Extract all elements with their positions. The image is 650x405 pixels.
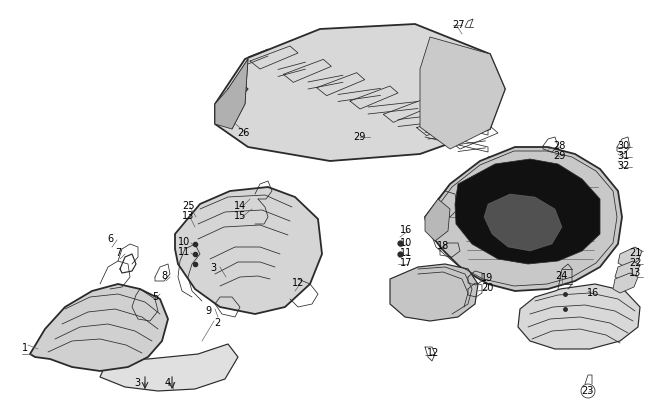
Text: 3: 3 xyxy=(210,262,216,272)
Text: 13: 13 xyxy=(629,267,642,277)
Polygon shape xyxy=(613,273,638,293)
Text: 2: 2 xyxy=(214,317,220,327)
Polygon shape xyxy=(518,284,640,349)
Polygon shape xyxy=(618,247,642,267)
Polygon shape xyxy=(215,60,248,130)
Text: 32: 32 xyxy=(617,161,629,171)
Polygon shape xyxy=(30,284,168,371)
Text: 13: 13 xyxy=(182,211,194,220)
Text: 3: 3 xyxy=(134,377,140,387)
Text: 15: 15 xyxy=(234,211,246,220)
Text: 4: 4 xyxy=(165,377,171,387)
Text: 8: 8 xyxy=(161,270,167,280)
Polygon shape xyxy=(420,38,505,149)
Text: 21: 21 xyxy=(629,247,642,257)
Polygon shape xyxy=(455,160,600,264)
Text: 11: 11 xyxy=(400,247,412,257)
Text: 25: 25 xyxy=(182,200,194,211)
Polygon shape xyxy=(484,194,562,252)
Text: 20: 20 xyxy=(481,282,493,292)
Text: 19: 19 xyxy=(481,272,493,282)
Text: 11: 11 xyxy=(178,246,190,256)
Text: 14: 14 xyxy=(234,200,246,211)
Text: 22: 22 xyxy=(629,257,642,267)
Text: 27: 27 xyxy=(452,20,465,30)
Text: 9: 9 xyxy=(205,305,211,315)
Text: 12: 12 xyxy=(292,277,304,287)
Polygon shape xyxy=(425,200,450,241)
Polygon shape xyxy=(100,344,238,391)
Text: 1: 1 xyxy=(22,342,28,352)
Text: 25: 25 xyxy=(509,211,521,220)
Text: 12: 12 xyxy=(427,347,439,357)
Polygon shape xyxy=(175,188,322,314)
Polygon shape xyxy=(215,25,505,162)
Text: 5: 5 xyxy=(152,291,158,301)
Text: 24: 24 xyxy=(555,270,567,280)
Text: 16: 16 xyxy=(587,287,599,297)
Text: 26: 26 xyxy=(237,128,250,138)
Text: 30: 30 xyxy=(617,141,629,151)
Polygon shape xyxy=(425,148,622,291)
Text: 29: 29 xyxy=(353,132,365,142)
Text: 7: 7 xyxy=(115,247,122,257)
Text: 17: 17 xyxy=(400,257,412,267)
Text: 16: 16 xyxy=(400,224,412,234)
Text: 10: 10 xyxy=(178,237,190,246)
Text: 28: 28 xyxy=(553,141,566,151)
Text: 31: 31 xyxy=(617,151,629,161)
Polygon shape xyxy=(390,264,478,321)
Text: 29: 29 xyxy=(553,151,566,161)
Text: 18: 18 xyxy=(437,241,449,250)
Text: 10: 10 xyxy=(400,237,412,247)
Text: 6: 6 xyxy=(107,233,113,243)
Text: 23: 23 xyxy=(581,385,593,395)
Polygon shape xyxy=(615,261,640,281)
